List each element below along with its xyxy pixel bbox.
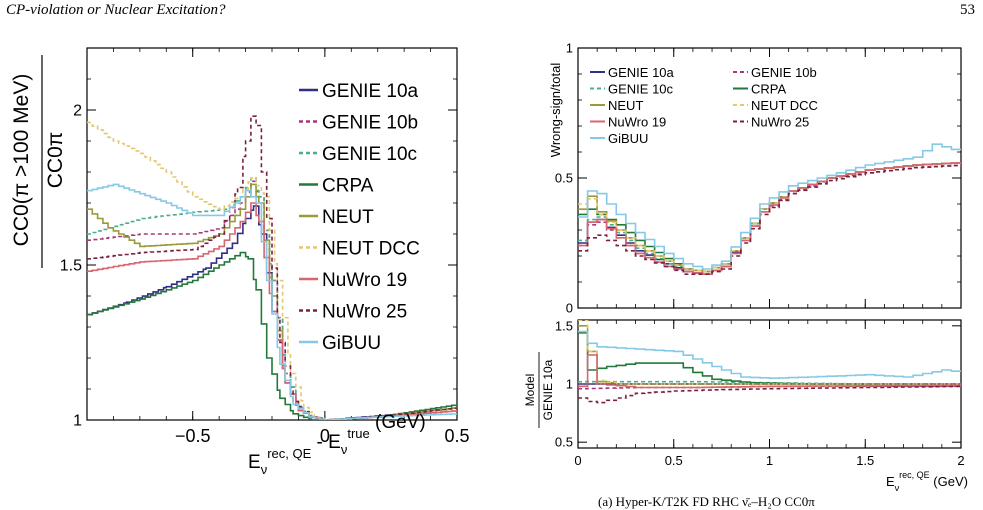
left-ytick-label: 1.5 <box>60 258 82 275</box>
left-ytick-label: 1 <box>73 413 82 430</box>
left-legend-label-nuwro-19: NuWro 19 <box>322 270 407 291</box>
ratio-xtick-label: 0 <box>574 453 581 468</box>
right-top-ytick-label: 0.5 <box>555 171 573 186</box>
ratio-ytick-label: 0.5 <box>555 435 573 450</box>
right-top-series-genie-10b <box>578 164 961 275</box>
left-xtick-label: −0.5 <box>175 426 211 446</box>
right-legend-label-neut: NEUT <box>608 98 643 113</box>
left-legend-label-genie-10c: GENIE 10c <box>322 144 417 165</box>
right-legend-label-genie-10b: GENIE 10b <box>751 65 817 80</box>
ratio-series-genie-10c <box>578 380 961 385</box>
ratio-ylabel-denominator: GENIE 10a <box>541 359 555 420</box>
left-legend-label-genie-10b: GENIE 10b <box>322 113 418 134</box>
ratio-series-gibuu <box>578 330 961 379</box>
right-legend-label-neut-dcc: NEUT DCC <box>751 98 818 113</box>
ratio-series-nuwro-25 <box>578 385 961 404</box>
right-top-ytick-label: 0 <box>566 301 573 316</box>
right-legend-label-gibuu: GiBUU <box>608 131 648 146</box>
left-legend-label-genie-10a: GENIE 10a <box>322 81 419 102</box>
right-legend-label-nuwro-19: NuWro 19 <box>608 115 666 130</box>
ratio-ytick-label: 1 <box>566 377 573 392</box>
right-top-series-nuwro-25 <box>578 164 961 275</box>
left-series-gibuu <box>87 183 457 420</box>
ratio-series-neut-dcc <box>578 320 961 385</box>
ratio-series-neut <box>578 325 961 385</box>
left-ylabel-numerator: CC0(π >100 MeV) <box>10 74 33 247</box>
right-legend-label-nuwro-25: NuWro 25 <box>751 115 809 130</box>
right-legend-label-crpa: CRPA <box>751 82 786 97</box>
page-number: 53 <box>960 2 975 18</box>
right-top-ytick-label: 1 <box>566 41 573 56</box>
right-top-series-genie-10a <box>578 162 961 275</box>
left-legend-label-neut: NEUT <box>322 207 374 228</box>
ratio-xtick-label: 1.5 <box>856 453 874 468</box>
ratio-ylabel-numerator: Model <box>523 374 537 407</box>
right-legend-label-genie-10a: GENIE 10a <box>608 65 675 80</box>
left-legend-label-gibuu: GiBUU <box>322 333 381 354</box>
right-top-series-gibuu <box>578 143 961 270</box>
left-xtick-label: 0 <box>320 426 330 446</box>
left-xtick-label: 0.5 <box>444 426 469 446</box>
ratio-xtick-label: 2 <box>957 453 964 468</box>
left-xlabel: Eνrec, QE - Eνtrue (GeV) <box>248 412 426 477</box>
left-series-genie-10c <box>87 177 457 420</box>
left-legend-label-crpa: CRPA <box>322 176 374 197</box>
left-legend-label-nuwro-25: NuWro 25 <box>322 302 407 323</box>
ratio-series-nuwro-19 <box>578 354 961 389</box>
left-ylabel-denominator: CC0π <box>44 132 67 189</box>
left-legend-label-neut-dcc: NEUT DCC <box>322 239 420 260</box>
figure-caption: (a) Hyper-K/T2K FD RHC ν̄ₑ–H₂O CC0π <box>598 494 815 509</box>
ratio-xtick-label: 1 <box>766 453 773 468</box>
right-top-series-nuwro-19 <box>578 162 961 275</box>
ratio-ytick-label: 1.5 <box>555 318 573 333</box>
right-legend-label-genie-10c: GENIE 10c <box>608 82 674 97</box>
right-top-ylabel: Wrong-sign/total <box>548 63 563 158</box>
ratio-xtick-label: 0.5 <box>665 453 683 468</box>
running-title: CP-violation or Nuclear Excitation? <box>6 2 226 18</box>
ratio-xlabel: Eνrec, QE (GeV) <box>886 470 968 493</box>
left-ytick-label: 2 <box>73 103 82 120</box>
